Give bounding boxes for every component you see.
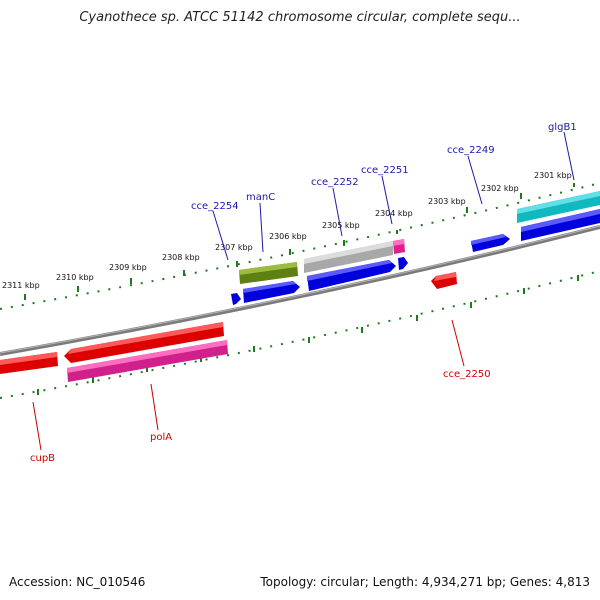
tick-label: 2305 kbp [322, 221, 360, 230]
label-leaders [32, 131, 575, 451]
gene-label-cce-2254: cce_2254 [191, 201, 239, 212]
leader-cce-2251 [381, 175, 393, 225]
leader-manC [259, 202, 264, 253]
gene-manC [239, 262, 298, 284]
summary-text: Topology: circular; Length: 4,934,271 bp… [260, 575, 590, 589]
tick-label: 2310 kbp [56, 273, 94, 282]
tick-label: 2306 kbp [269, 232, 307, 241]
gene-blue-1 [521, 209, 600, 241]
gene-label-cce-2251: cce_2251 [361, 165, 409, 176]
leader-polA [150, 383, 159, 431]
leader-cce-2254 [212, 210, 229, 261]
gene-label-glgB1: glgB1 [548, 122, 577, 133]
gene-label-cce-2250: cce_2250 [443, 369, 491, 380]
gene-label-cce-2249: cce_2249 [447, 145, 495, 156]
gene-label-cupB: cupB [30, 453, 55, 464]
gene-label-manC: manC [246, 192, 275, 203]
gene-cupB [0, 352, 58, 374]
leader-cce-2250 [451, 319, 465, 367]
gene-label-polA: polA [150, 432, 172, 443]
gene-magenta [67, 340, 228, 382]
leader-cce-2252 [332, 187, 343, 237]
tick-label: 2308 kbp [162, 253, 200, 262]
gene-glgB1 [517, 191, 600, 223]
tick-label: 2309 kbp [109, 263, 147, 272]
gene-blue-4 [243, 281, 300, 303]
leader-cce-2249 [467, 155, 483, 205]
map-title: Cyanothece sp. ATCC 51142 chromosome cir… [79, 10, 521, 25]
gene-blue-3 [398, 257, 408, 270]
gene-blue-2 [307, 260, 396, 291]
tick-label: 2303 kbp [428, 197, 466, 206]
tick-label: 2304 kbp [375, 209, 413, 218]
gene-cce-2251 [393, 239, 405, 254]
gene-label-cce-2252: cce_2252 [311, 177, 359, 188]
tick-label: 2307 kbp [215, 243, 253, 252]
chromosome-backbone [0, 225, 600, 356]
lower-tick-track [0, 270, 600, 399]
gene-cce-2254 [231, 293, 241, 305]
gene-polA [64, 322, 224, 363]
gene-cce-2249 [471, 234, 510, 252]
chromosome-backbone-highlight [0, 225, 600, 354]
tick-label: 2302 kbp [481, 184, 519, 193]
leader-cupB [32, 401, 42, 451]
tick-label: 2311 kbp [2, 281, 40, 290]
gene-cce-2252 [304, 241, 393, 273]
leader-glgB1 [563, 131, 575, 181]
gene-cce-2250 [431, 272, 457, 289]
upper-major-ticks [24, 183, 575, 300]
accession-text: Accession: NC_010546 [9, 575, 146, 589]
upper-tick-track [0, 182, 600, 310]
tick-label: 2301 kbp [534, 171, 572, 180]
lower-major-ticks [37, 275, 579, 395]
